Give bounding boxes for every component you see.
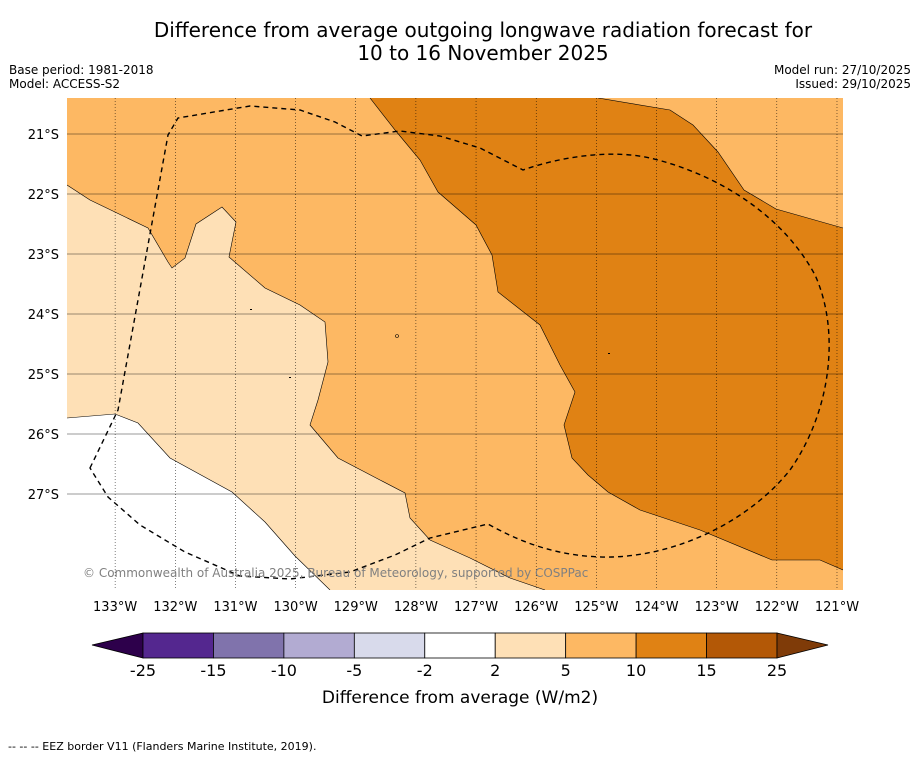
x-tick-label: 133°W	[93, 600, 137, 615]
x-tick-label: 128°W	[394, 600, 438, 615]
colorbar-tick-label: -2	[417, 661, 433, 680]
colorbar-tick-label: -10	[271, 661, 297, 680]
colorbar-bin	[283, 632, 355, 659]
y-tick-label: 24°S	[28, 308, 59, 323]
x-tick-label: 131°W	[213, 600, 257, 615]
x-tick-label: 129°W	[334, 600, 378, 615]
base-period: Base period: 1981-2018	[9, 63, 154, 77]
colorbar-ticks: -25 -15 -10 -5 -2 2 5 10 15 25	[130, 661, 787, 680]
title-line-2: 10 to 16 November 2025	[357, 41, 609, 65]
meta-right: Model run: 27/10/2025 Issued: 29/10/2025	[774, 63, 911, 91]
colorbar-tick-label: -25	[130, 661, 156, 680]
x-tick-label: 126°W	[514, 600, 558, 615]
y-axis-ticks: 21°S 22°S 23°S 24°S 25°S 26°S 27°S	[28, 128, 59, 503]
contour-lines	[67, 98, 843, 590]
colorbar-bins	[142, 632, 778, 659]
chart-title: Difference from average outgoing longwav…	[0, 19, 919, 65]
colorbar-tick-label: 2	[490, 661, 500, 680]
meta-left: Base period: 1981-2018 Model: ACCESS-S2	[9, 63, 154, 91]
contour-specks	[250, 309, 610, 378]
x-tick-label: 125°W	[574, 600, 618, 615]
colorbar-over-extend	[776, 632, 829, 659]
colorbar-tick-label: 15	[696, 661, 716, 680]
y-tick-label: 23°S	[28, 248, 59, 263]
colorbar-tick-label: -5	[346, 661, 362, 680]
y-tick-label: 26°S	[28, 428, 59, 443]
colorbar-bin	[424, 632, 496, 659]
copyright-notice: © Commonwealth of Australia 2025, Bureau…	[83, 566, 588, 580]
x-tick-label: 123°W	[695, 600, 739, 615]
x-tick-label: 124°W	[634, 600, 678, 615]
colorbar-tick-label: 5	[561, 661, 571, 680]
colorbar-under-extend	[91, 632, 144, 659]
eez-border	[89, 105, 830, 580]
gridlines	[67, 98, 843, 590]
colorbar-bin	[353, 632, 426, 659]
colorbar-bin	[565, 632, 637, 659]
issued-date: Issued: 29/10/2025	[795, 77, 911, 91]
colorbar-tick-label: 10	[626, 661, 646, 680]
x-tick-label: 132°W	[153, 600, 197, 615]
x-tick-label: 122°W	[755, 600, 799, 615]
model-run: Model run: 27/10/2025	[773, 63, 911, 77]
y-tick-label: 22°S	[28, 188, 59, 203]
y-tick-label: 27°S	[28, 488, 59, 503]
eez-legend-note: -- -- -- EEZ border V11 (Flanders Marine…	[8, 740, 317, 753]
region-neg2-2	[67, 414, 330, 590]
colorbar-tick-label: 25	[767, 661, 787, 680]
y-tick-label: 21°S	[28, 128, 59, 143]
colorbar-bin	[706, 632, 778, 659]
colorbar-tick-label: -15	[200, 661, 226, 680]
x-tick-label: 127°W	[454, 600, 498, 615]
region-10-15	[370, 98, 843, 570]
colorbar-bin	[213, 632, 285, 659]
model-name: Model: ACCESS-S2	[9, 77, 121, 91]
x-tick-label: 130°W	[274, 600, 318, 615]
y-tick-label: 25°S	[28, 368, 59, 383]
colorbar-label: Difference from average (W/m2)	[322, 688, 598, 708]
map-area: © Commonwealth of Australia 2025, Bureau…	[67, 98, 843, 590]
colorbar: -25 -15 -10 -5 -2 2 5 10 15 25 Difference from av…	[91, 632, 829, 708]
colorbar-bin	[635, 632, 707, 659]
title-line-1: Difference from average outgoing longwav…	[153, 18, 813, 42]
x-tick-label: 121°W	[815, 600, 859, 615]
colorbar-bin	[494, 632, 567, 659]
colorbar-bin	[142, 632, 214, 659]
x-axis-ticks: 133°W 132°W 131°W 130°W 129°W 128°W 127°W 126°W…	[93, 600, 859, 615]
